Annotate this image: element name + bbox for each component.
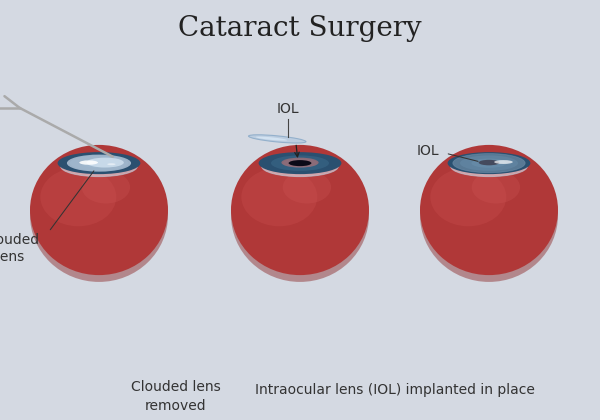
Text: Intraocular lens (IOL) implanted in place: Intraocular lens (IOL) implanted in plac… [254,383,535,397]
Ellipse shape [61,156,137,177]
Ellipse shape [231,149,369,282]
Ellipse shape [58,152,140,174]
Ellipse shape [30,149,168,282]
Text: IOL: IOL [417,144,440,158]
Text: IOL: IOL [276,102,299,116]
Ellipse shape [472,158,506,168]
Text: Clouded
lens: Clouded lens [0,233,39,264]
Ellipse shape [453,153,525,173]
Ellipse shape [262,156,338,177]
Ellipse shape [82,158,116,168]
Ellipse shape [107,163,116,165]
Ellipse shape [231,145,369,275]
Ellipse shape [70,155,128,171]
Ellipse shape [460,155,518,171]
Ellipse shape [259,152,341,174]
Ellipse shape [271,155,329,171]
Ellipse shape [256,136,287,141]
Ellipse shape [40,168,116,226]
Text: Clouded lens
removed: Clouded lens removed [131,380,220,412]
Text: Cataract Surgery: Cataract Surgery [178,15,422,42]
Ellipse shape [241,168,317,226]
Ellipse shape [420,145,558,275]
Ellipse shape [79,160,98,165]
Ellipse shape [82,171,130,203]
Ellipse shape [494,160,513,164]
Ellipse shape [30,145,168,275]
Ellipse shape [472,171,520,203]
Ellipse shape [430,168,506,226]
Ellipse shape [248,135,306,143]
Ellipse shape [86,158,124,168]
Ellipse shape [281,158,319,168]
Ellipse shape [420,149,558,282]
Ellipse shape [283,171,331,203]
Ellipse shape [67,155,131,172]
Ellipse shape [289,160,311,166]
Ellipse shape [448,152,530,174]
Ellipse shape [479,160,499,165]
Ellipse shape [451,156,527,177]
Ellipse shape [283,158,317,168]
